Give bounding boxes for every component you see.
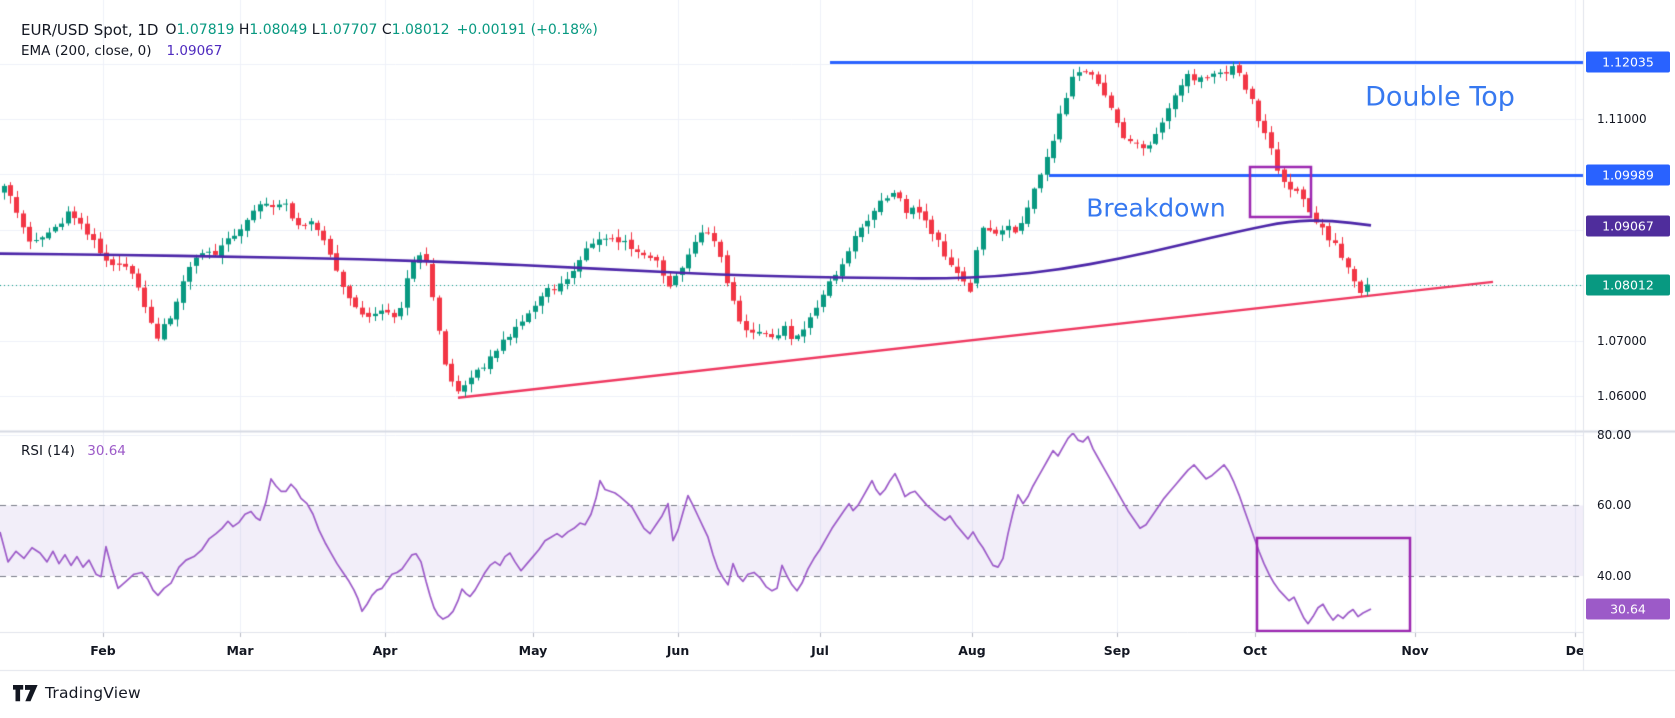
price-badge: 1.09989 [1586, 164, 1670, 186]
ohlc-label: H [238, 22, 250, 38]
rsi-badge: 30.64 [1586, 598, 1670, 620]
rsi-tick: 80.00 [1597, 427, 1632, 442]
brand-text: TradingView [45, 684, 141, 702]
ohlc-value: 1.08049 [249, 22, 312, 38]
rsi-label: RSI (14) [21, 443, 75, 459]
month-label-mar: Mar [226, 643, 254, 658]
month-label-sep: Sep [1103, 643, 1131, 658]
month-label-jul: Jul [811, 643, 829, 658]
symbol-legend-row: EUR/USD Spot, 1D O1.07819 H1.08049 L1.07… [21, 20, 598, 41]
price-badge: 1.12035 [1586, 51, 1670, 73]
price-tick: 1.06000 [1597, 389, 1647, 403]
month-label-may: May [518, 643, 548, 658]
price-badge: 1.09067 [1586, 215, 1670, 237]
price-tick: 1.07000 [1597, 333, 1647, 348]
price-axis[interactable]: 1.11000 1.07000 1.06000 80.00 60.00 40.00 1.12… [1583, 0, 1675, 670]
time-axis[interactable]: Feb Mar Apr May Jun Jul Aug Sep Oct Nov De [0, 632, 1583, 670]
month-label-nov: Nov [1401, 643, 1429, 658]
rsi-tick: 60.00 [1597, 498, 1632, 513]
price-tick: 1.11000 [1597, 112, 1647, 126]
rsi-tick: 40.00 [1597, 569, 1632, 583]
ema-value: 1.09067 [166, 43, 223, 59]
month-label-feb: Feb [90, 643, 116, 658]
tradingview-logo-icon [13, 684, 38, 701]
rsi-legend-row[interactable]: RSI (14) 30.64 [21, 443, 126, 459]
ema-legend-row[interactable]: EMA (200, close, 0) 1.09067 [21, 41, 598, 62]
ema-label: EMA (200, close, 0) [21, 43, 152, 59]
month-label-aug: Aug [958, 643, 986, 658]
annotation-double-top[interactable]: Double Top [1365, 81, 1515, 113]
month-label-jun: Jun [666, 643, 690, 658]
ohlc-value: 1.08012 [391, 22, 450, 38]
annotation-breakdown[interactable]: Breakdown [1086, 193, 1226, 223]
month-label-oct: Oct [1242, 643, 1268, 658]
rsi-value: 30.64 [87, 443, 126, 459]
ohlc-label: C [381, 22, 392, 38]
ohlc-value: 1.07707 [319, 22, 382, 38]
month-label-de: De [1565, 643, 1583, 658]
symbol-title[interactable]: EUR/USD Spot, 1D [21, 21, 159, 39]
ohlc-label: L [311, 22, 320, 38]
month-label-apr: Apr [372, 643, 398, 658]
ohlc-values: O1.07819 H1.08049 L1.07707 C1.08012 [165, 20, 449, 41]
ohlc-label: O [165, 22, 177, 38]
tradingview-brand[interactable]: TradingView [13, 684, 141, 702]
price-badge: 1.08012 [1586, 274, 1670, 296]
ohlc-value: 1.07819 [176, 22, 239, 38]
chart-legend: EUR/USD Spot, 1D O1.07819 H1.08049 L1.07… [21, 20, 598, 62]
change-value: +0.00191 (+0.18%) [456, 22, 598, 38]
